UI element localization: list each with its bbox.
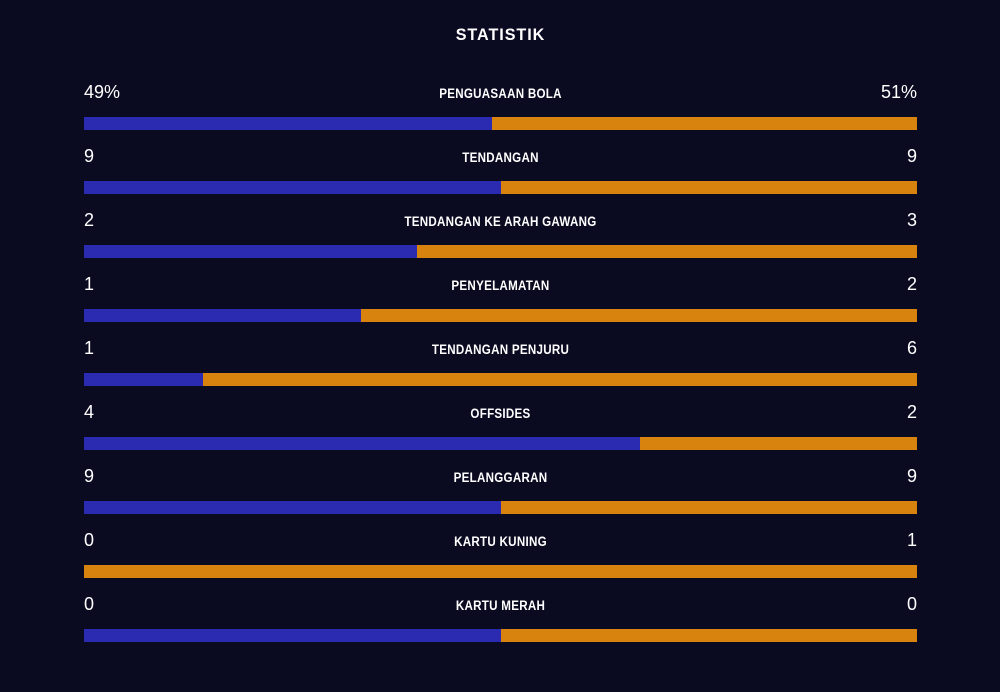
stat-bar bbox=[84, 181, 917, 194]
stat-home-value: 49% bbox=[84, 82, 121, 102]
away-bar-fill bbox=[500, 501, 917, 514]
stat-bar bbox=[84, 309, 917, 322]
stat-away-value: 2 bbox=[906, 274, 917, 294]
stat-bar bbox=[84, 117, 917, 130]
stat-away-value: 9 bbox=[906, 146, 917, 166]
home-bar-fill bbox=[84, 373, 204, 386]
stat-row: 1 PENYELAMATAN 2 bbox=[84, 274, 917, 322]
away-bar-fill bbox=[84, 565, 917, 578]
stat-bar bbox=[84, 501, 917, 514]
away-bar-fill bbox=[492, 117, 917, 130]
stat-away-value: 3 bbox=[906, 210, 917, 230]
stat-label: TENDANGAN PENJURU bbox=[431, 342, 570, 357]
stat-row: 4 OFFSIDES 2 bbox=[84, 402, 917, 450]
stat-row: 0 KARTU KUNING 1 bbox=[84, 530, 917, 578]
stat-label: PENGUASAAN BOLA bbox=[439, 86, 562, 101]
stat-away-value: 51% bbox=[880, 82, 917, 102]
stat-header: 0 KARTU MERAH 0 bbox=[84, 594, 917, 614]
stat-row: 2 TENDANGAN KE ARAH GAWANG 3 bbox=[84, 210, 917, 258]
stat-bar bbox=[84, 373, 917, 386]
stat-header: 1 PENYELAMATAN 2 bbox=[84, 274, 917, 294]
home-bar-fill bbox=[84, 629, 501, 642]
stat-row: 0 KARTU MERAH 0 bbox=[84, 594, 917, 642]
stat-away-value: 9 bbox=[906, 466, 917, 486]
home-bar-fill bbox=[84, 437, 640, 450]
stat-home-value: 0 bbox=[84, 594, 95, 614]
stat-label: KARTU MERAH bbox=[455, 598, 546, 613]
away-bar-fill bbox=[361, 309, 917, 322]
stat-home-value: 0 bbox=[84, 530, 95, 550]
stat-home-value: 1 bbox=[84, 338, 95, 358]
stat-row: 1 TENDANGAN PENJURU 6 bbox=[84, 338, 917, 386]
stat-bar bbox=[84, 565, 917, 578]
away-bar-fill bbox=[500, 629, 917, 642]
stat-home-value: 1 bbox=[84, 274, 95, 294]
stat-away-value: 2 bbox=[906, 402, 917, 422]
home-bar-fill bbox=[84, 181, 501, 194]
stat-bar bbox=[84, 629, 917, 642]
statistics-panel: STATISTIK 49% PENGUASAAN BOLA 51% 9 TEND… bbox=[84, 25, 917, 642]
stat-bar bbox=[84, 245, 917, 258]
stat-header: 9 PELANGGARAN 9 bbox=[84, 466, 917, 486]
stat-home-value: 4 bbox=[84, 402, 95, 422]
home-bar-fill bbox=[84, 309, 362, 322]
away-bar-fill bbox=[417, 245, 917, 258]
away-bar-fill bbox=[639, 437, 917, 450]
away-bar-fill bbox=[203, 373, 917, 386]
away-bar-fill bbox=[500, 181, 917, 194]
stat-row: 9 PELANGGARAN 9 bbox=[84, 466, 917, 514]
stat-header: 9 TENDANGAN 9 bbox=[84, 146, 917, 166]
stat-row: 9 TENDANGAN 9 bbox=[84, 146, 917, 194]
stat-home-value: 2 bbox=[84, 210, 95, 230]
stat-away-value: 6 bbox=[906, 338, 917, 358]
stat-header: 4 OFFSIDES 2 bbox=[84, 402, 917, 422]
stat-header: 0 KARTU KUNING 1 bbox=[84, 530, 917, 550]
stat-label: TENDANGAN bbox=[462, 150, 539, 165]
stat-header: 49% PENGUASAAN BOLA 51% bbox=[84, 82, 917, 102]
stat-home-value: 9 bbox=[84, 146, 95, 166]
stat-header: 1 TENDANGAN PENJURU 6 bbox=[84, 338, 917, 358]
stat-label: PENYELAMATAN bbox=[451, 278, 550, 293]
stat-bar bbox=[84, 437, 917, 450]
home-bar-fill bbox=[84, 117, 493, 130]
stat-label: PELANGGARAN bbox=[453, 470, 548, 485]
stat-label: TENDANGAN KE ARAH GAWANG bbox=[404, 214, 597, 229]
stat-home-value: 9 bbox=[84, 466, 95, 486]
stat-away-value: 0 bbox=[906, 594, 917, 614]
stat-row: 49% PENGUASAAN BOLA 51% bbox=[84, 82, 917, 130]
stat-label: KARTU KUNING bbox=[454, 534, 547, 549]
stat-away-value: 1 bbox=[906, 530, 917, 550]
home-bar-fill bbox=[84, 245, 418, 258]
stat-header: 2 TENDANGAN KE ARAH GAWANG 3 bbox=[84, 210, 917, 230]
page-title: STATISTIK bbox=[455, 25, 546, 44]
stat-label: OFFSIDES bbox=[470, 406, 531, 421]
home-bar-fill bbox=[84, 501, 501, 514]
